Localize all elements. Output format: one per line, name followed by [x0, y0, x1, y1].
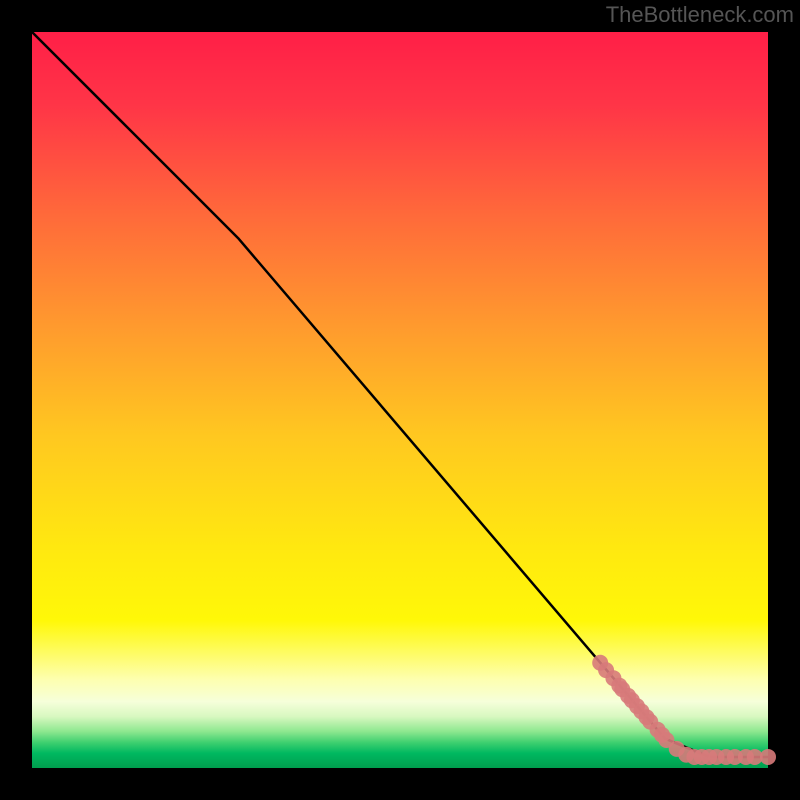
bottleneck-gradient-chart: [0, 0, 800, 800]
attribution-text: TheBottleneck.com: [606, 2, 794, 28]
chart-container: TheBottleneck.com: [0, 0, 800, 800]
marker-point: [760, 749, 776, 765]
